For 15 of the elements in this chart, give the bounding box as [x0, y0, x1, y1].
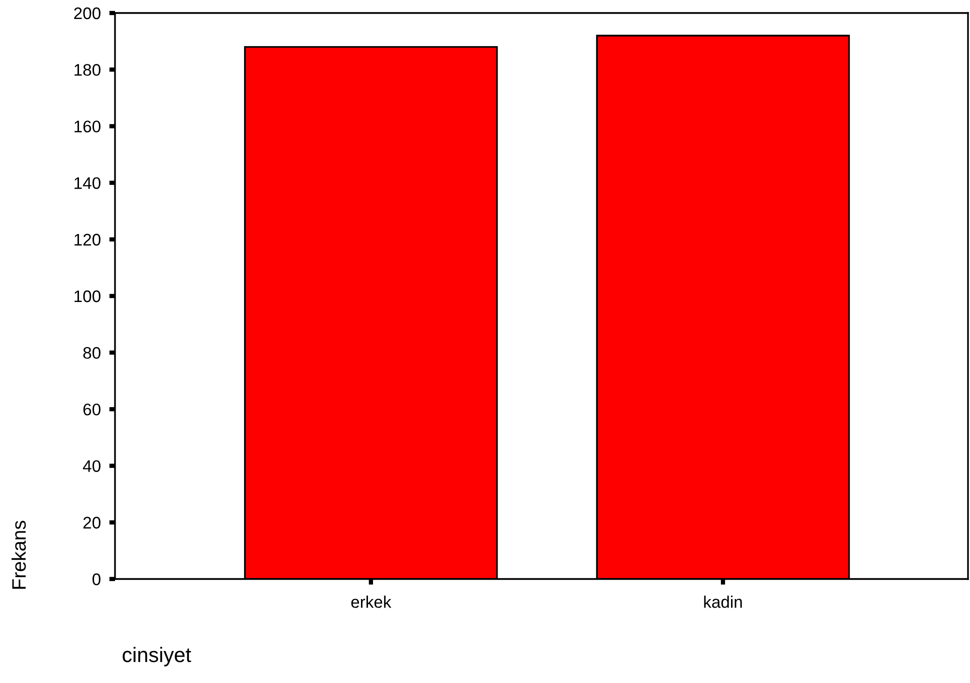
x-tick-label: kadin	[704, 596, 742, 608]
y-axis-title: Frekans	[12, 520, 26, 589]
y-tick-label: 40	[82, 460, 100, 472]
y-tick-label: 0	[92, 573, 100, 586]
y-tick-label: 60	[83, 404, 100, 416]
y-tick-label: 200	[74, 7, 100, 20]
y-tick-label: 20	[83, 516, 100, 529]
y-tick-label: 180	[74, 64, 100, 76]
x-axis-title: cinsiyet	[122, 646, 192, 666]
y-tick-label: 80	[83, 347, 100, 359]
y-tick-label: 160	[74, 120, 100, 132]
x-tick-label: erkek	[351, 596, 392, 608]
y-tick-label: 100	[74, 290, 100, 302]
y-tick-label: 140	[74, 177, 100, 190]
y-tick-label: 120	[74, 234, 100, 246]
